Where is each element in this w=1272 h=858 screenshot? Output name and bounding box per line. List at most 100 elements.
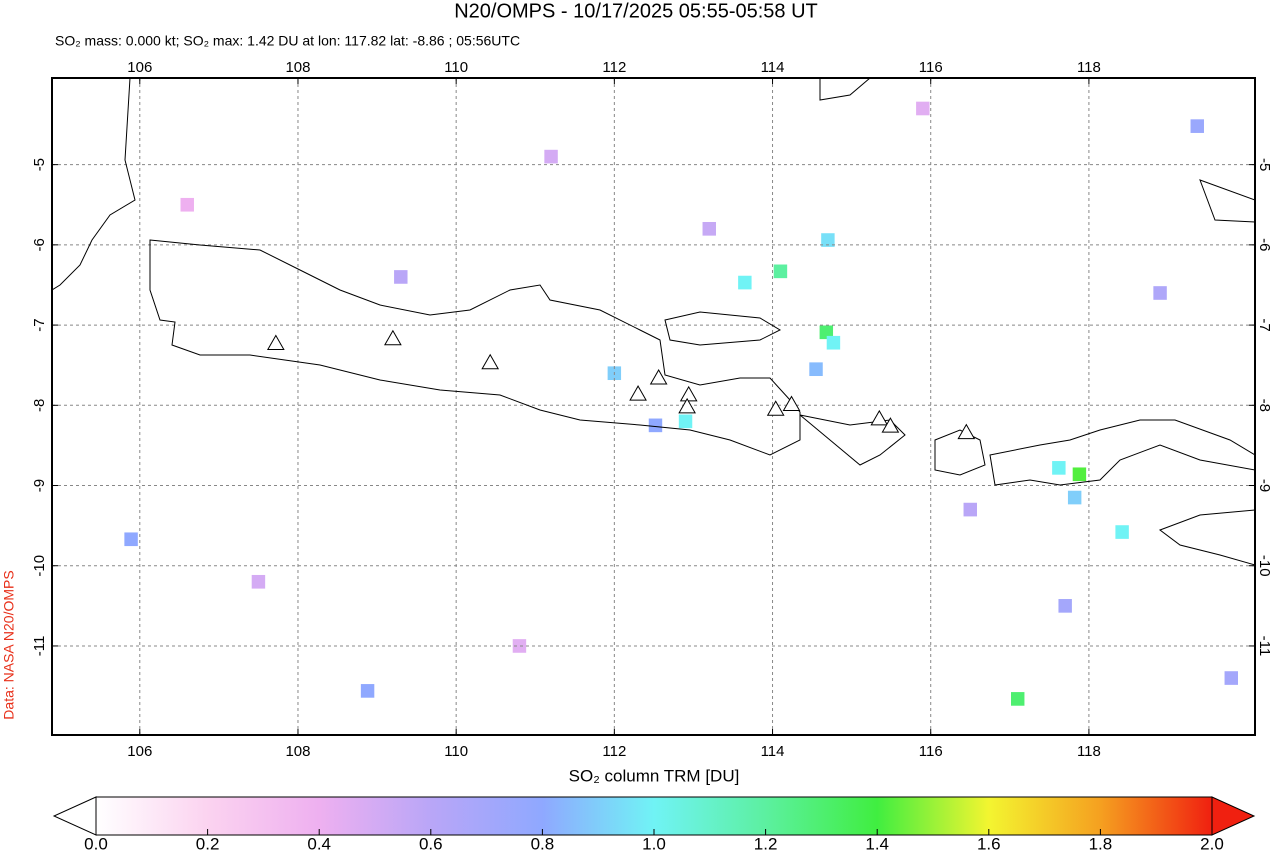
- y-tick-label: -9: [31, 479, 48, 492]
- so2-pixel: [1190, 119, 1204, 133]
- y-tick-label: -7: [31, 318, 48, 331]
- coast-borneo: [819, 78, 871, 101]
- so2-pixel: [544, 149, 558, 164]
- so2-pixel: [1115, 525, 1129, 539]
- x-tick-label: 116: [919, 59, 943, 76]
- x-tick-label: 114: [761, 743, 785, 760]
- chart-title: N20/OMPS - 10/17/2025 05:55-05:58 UT: [454, 0, 818, 22]
- coast-sumatra: [52, 78, 136, 291]
- colorbar-tick-label: 2.0: [1200, 834, 1224, 853]
- volcano: [870, 409, 889, 426]
- so2-pixel: [702, 221, 716, 236]
- so2-pixel: [124, 532, 138, 547]
- so2-pixel: [1058, 599, 1072, 613]
- so2-pixel: [1153, 286, 1167, 300]
- y-tick-label: -9: [1256, 479, 1272, 492]
- volcano: [649, 369, 668, 385]
- y-tick-label: -6: [31, 238, 48, 251]
- so2-pixel: [180, 197, 194, 212]
- coast-lombok: [934, 429, 986, 476]
- colorbar-tick-label: 0.8: [531, 834, 555, 853]
- grid: [52, 78, 1255, 735]
- coast-sulawesi: [1199, 179, 1255, 223]
- colorbar: 0.0 0.2 0.4 0.6 0.8 1.0 1.2 1.4 1.6 1.8 2.0: [52, 796, 1256, 853]
- colorbar-tick-label: 1.6: [977, 834, 1001, 853]
- x-tick-label: 118: [1077, 743, 1101, 760]
- volcano: [629, 385, 647, 401]
- volcano: [881, 417, 900, 433]
- y-tick-label: -6: [1256, 238, 1272, 251]
- x-tick-label: 110: [444, 59, 468, 76]
- y-tick-label: -10: [1256, 555, 1272, 577]
- x-tick-label: 108: [285, 743, 310, 760]
- y-tick-label: -7: [1256, 318, 1272, 331]
- volcano: [766, 400, 785, 416]
- so2-pixel: [821, 233, 835, 247]
- y-tick-label: -10: [31, 555, 48, 577]
- chart-subtitle: SO₂ mass: 0.000 kt; SO₂ max: 1.42 DU at …: [55, 33, 520, 49]
- volcano: [481, 353, 500, 370]
- colorbar-label: SO₂ column TRM [DU]: [569, 766, 740, 785]
- y-tick-label: -8: [31, 399, 48, 412]
- coast-madura: [664, 311, 782, 346]
- colorbar-tick-label: 1.8: [1089, 834, 1113, 853]
- x-tick-label: 110: [444, 743, 468, 760]
- x-tick-label: 112: [602, 743, 626, 760]
- coastlines: [52, 78, 1255, 566]
- colorbar-extend-high: [1211, 796, 1256, 836]
- so2-pixel: [773, 264, 788, 279]
- x-tick-label: 106: [127, 743, 152, 760]
- so2-pixel: [826, 335, 841, 350]
- x-tick-label: 114: [761, 59, 785, 76]
- volcano-layer: [266, 329, 976, 440]
- colorbar-tick-label: 1.0: [642, 834, 666, 853]
- so2-pixel: [916, 101, 930, 116]
- coast-bali: [799, 414, 906, 466]
- so2-pixel: [1067, 490, 1082, 505]
- so2-pixel: [819, 325, 834, 340]
- colorbar-tick-label: 1.2: [754, 834, 778, 853]
- data-credit: Data: NASA N20/OMPS: [1, 570, 17, 719]
- map-frame: [51, 77, 1256, 736]
- x-tick-label: 112: [602, 59, 626, 76]
- colorbar-tick-label: 0.4: [307, 834, 331, 853]
- coast-sumbawa: [989, 419, 1255, 486]
- so2-pixel: [394, 270, 408, 284]
- volcano: [384, 329, 402, 346]
- y-tick-label: -5: [31, 158, 48, 171]
- x-tick-label: 106: [127, 59, 152, 76]
- so2-pixel: [648, 418, 663, 433]
- volcano: [957, 423, 976, 440]
- volcano: [782, 395, 801, 411]
- volcano: [266, 334, 285, 351]
- x-tick-label: 108: [285, 59, 310, 76]
- so2-pixel: [809, 362, 823, 377]
- so2-pixel: [512, 639, 527, 653]
- colorbar-tick-label: 0.0: [84, 834, 108, 853]
- volcano: [678, 397, 696, 414]
- so2-pixel: [738, 275, 752, 290]
- colorbar-tick-label: 0.6: [419, 834, 443, 853]
- colorbar-tick-label: 1.4: [865, 834, 889, 853]
- y-tick-label: -11: [1256, 636, 1272, 657]
- x-tick-label: 118: [1077, 59, 1101, 76]
- so2-pixel: [360, 684, 375, 698]
- coast-sumba: [1158, 509, 1255, 566]
- so2-pixel: [251, 574, 266, 589]
- pixel-layer: [124, 101, 1238, 706]
- so2-pixel: [1010, 692, 1025, 706]
- x-tick-label: 116: [919, 743, 943, 760]
- colorbar-extend-low: [52, 796, 97, 836]
- map-area: [52, 78, 1255, 735]
- y-tick-label: -11: [31, 636, 48, 657]
- y-tick-label: -5: [1256, 158, 1272, 171]
- so2-pixel: [678, 414, 693, 429]
- y-tick-label: -8: [1256, 399, 1272, 412]
- colorbar-tick-label: 0.2: [196, 834, 220, 853]
- so2-pixel: [1224, 671, 1238, 685]
- so2-pixel: [963, 502, 977, 517]
- so2-pixel: [1052, 461, 1066, 475]
- so2-pixel: [1072, 467, 1087, 482]
